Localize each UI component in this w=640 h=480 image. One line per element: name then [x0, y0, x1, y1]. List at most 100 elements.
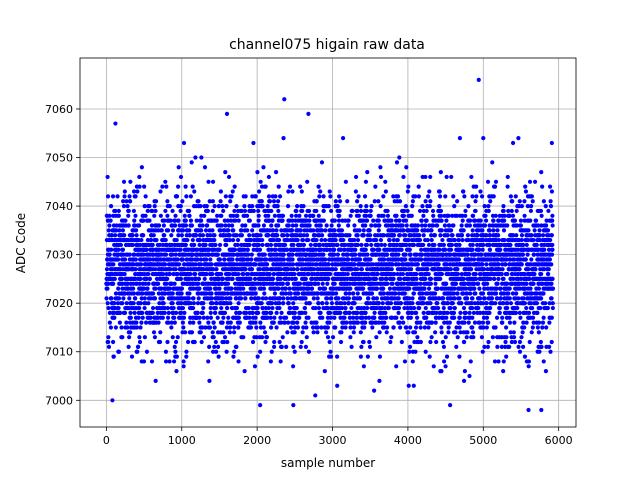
- data-point: [342, 315, 347, 320]
- data-point: [116, 247, 121, 252]
- data-point: [453, 330, 458, 335]
- data-point: [149, 223, 155, 228]
- data-point: [192, 189, 197, 194]
- data-point: [206, 359, 211, 364]
- data-point: [213, 310, 218, 315]
- data-point: [317, 194, 322, 199]
- data-point: [256, 213, 261, 218]
- data-point: [278, 276, 283, 282]
- data-point: [365, 305, 370, 311]
- data-point: [472, 286, 477, 291]
- data-point: [395, 194, 401, 199]
- data-point: [442, 223, 448, 228]
- data-point: [231, 237, 236, 243]
- data-point: [170, 291, 175, 296]
- data-point: [193, 262, 198, 267]
- data-point: [328, 354, 334, 359]
- data-point: [123, 218, 128, 223]
- data-point: [435, 223, 440, 228]
- data-point: [216, 344, 221, 349]
- data-point: [285, 281, 290, 286]
- data-point: [139, 296, 144, 301]
- data-point: [172, 281, 177, 286]
- data-point: [281, 296, 286, 301]
- data-point: [159, 286, 164, 291]
- data-point: [217, 247, 222, 252]
- data-point: [394, 364, 399, 369]
- data-point: [428, 339, 433, 345]
- data-point: [209, 291, 214, 296]
- data-point: [457, 354, 462, 359]
- data-point: [271, 320, 276, 325]
- data-point: [165, 339, 170, 345]
- data-point: [421, 296, 427, 301]
- data-point: [178, 174, 184, 180]
- data-point: [115, 301, 121, 306]
- data-point: [273, 247, 278, 252]
- data-point: [457, 242, 462, 248]
- data-point: [395, 237, 400, 243]
- data-point: [140, 310, 145, 315]
- data-point: [428, 199, 433, 204]
- data-point: [399, 339, 404, 345]
- data-point: [126, 213, 131, 218]
- data-point: [169, 325, 174, 330]
- data-point: [105, 174, 110, 180]
- data-point: [214, 267, 219, 272]
- data-point: [424, 218, 429, 223]
- data-point: [419, 218, 424, 223]
- data-point: [325, 281, 330, 286]
- data-point: [423, 174, 428, 180]
- data-point: [391, 233, 397, 238]
- data-point: [425, 237, 430, 243]
- data-point: [345, 271, 350, 277]
- data-point: [369, 223, 374, 228]
- data-point: [401, 213, 407, 218]
- data-point: [303, 213, 309, 218]
- data-point: [461, 378, 467, 383]
- data-point: [479, 252, 484, 257]
- data-point: [256, 242, 261, 248]
- data-point: [418, 320, 423, 325]
- data-point: [264, 335, 270, 340]
- data-point: [280, 218, 285, 223]
- data-point: [374, 335, 379, 340]
- data-point: [152, 213, 157, 218]
- data-point: [126, 344, 131, 349]
- data-point: [400, 271, 406, 277]
- data-point: [186, 296, 192, 301]
- data-point: [132, 310, 137, 315]
- data-point: [230, 257, 235, 262]
- data-point: [468, 359, 473, 364]
- data-point: [287, 184, 293, 189]
- data-point: [314, 199, 319, 204]
- data-point: [451, 310, 457, 315]
- data-point: [461, 276, 466, 282]
- data-point: [407, 344, 413, 349]
- data-point: [452, 286, 457, 291]
- data-point: [117, 320, 122, 325]
- data-point: [426, 271, 431, 277]
- data-point: [341, 237, 346, 243]
- data-point: [260, 203, 265, 209]
- data-point: [211, 335, 216, 340]
- data-point: [415, 315, 420, 320]
- data-point: [315, 296, 320, 301]
- data-point: [423, 349, 428, 354]
- data-point: [443, 364, 448, 369]
- data-point: [106, 228, 111, 233]
- data-point: [361, 228, 366, 233]
- data-point: [142, 305, 147, 311]
- data-point: [256, 208, 261, 214]
- data-point: [403, 203, 408, 209]
- data-point: [208, 257, 213, 262]
- data-point: [104, 296, 109, 301]
- data-point: [264, 257, 269, 262]
- data-point: [196, 296, 201, 301]
- data-point: [473, 271, 478, 277]
- data-point: [293, 276, 298, 282]
- data-point: [376, 199, 381, 204]
- data-point: [105, 286, 110, 291]
- data-point: [125, 281, 130, 286]
- data-point: [138, 276, 143, 282]
